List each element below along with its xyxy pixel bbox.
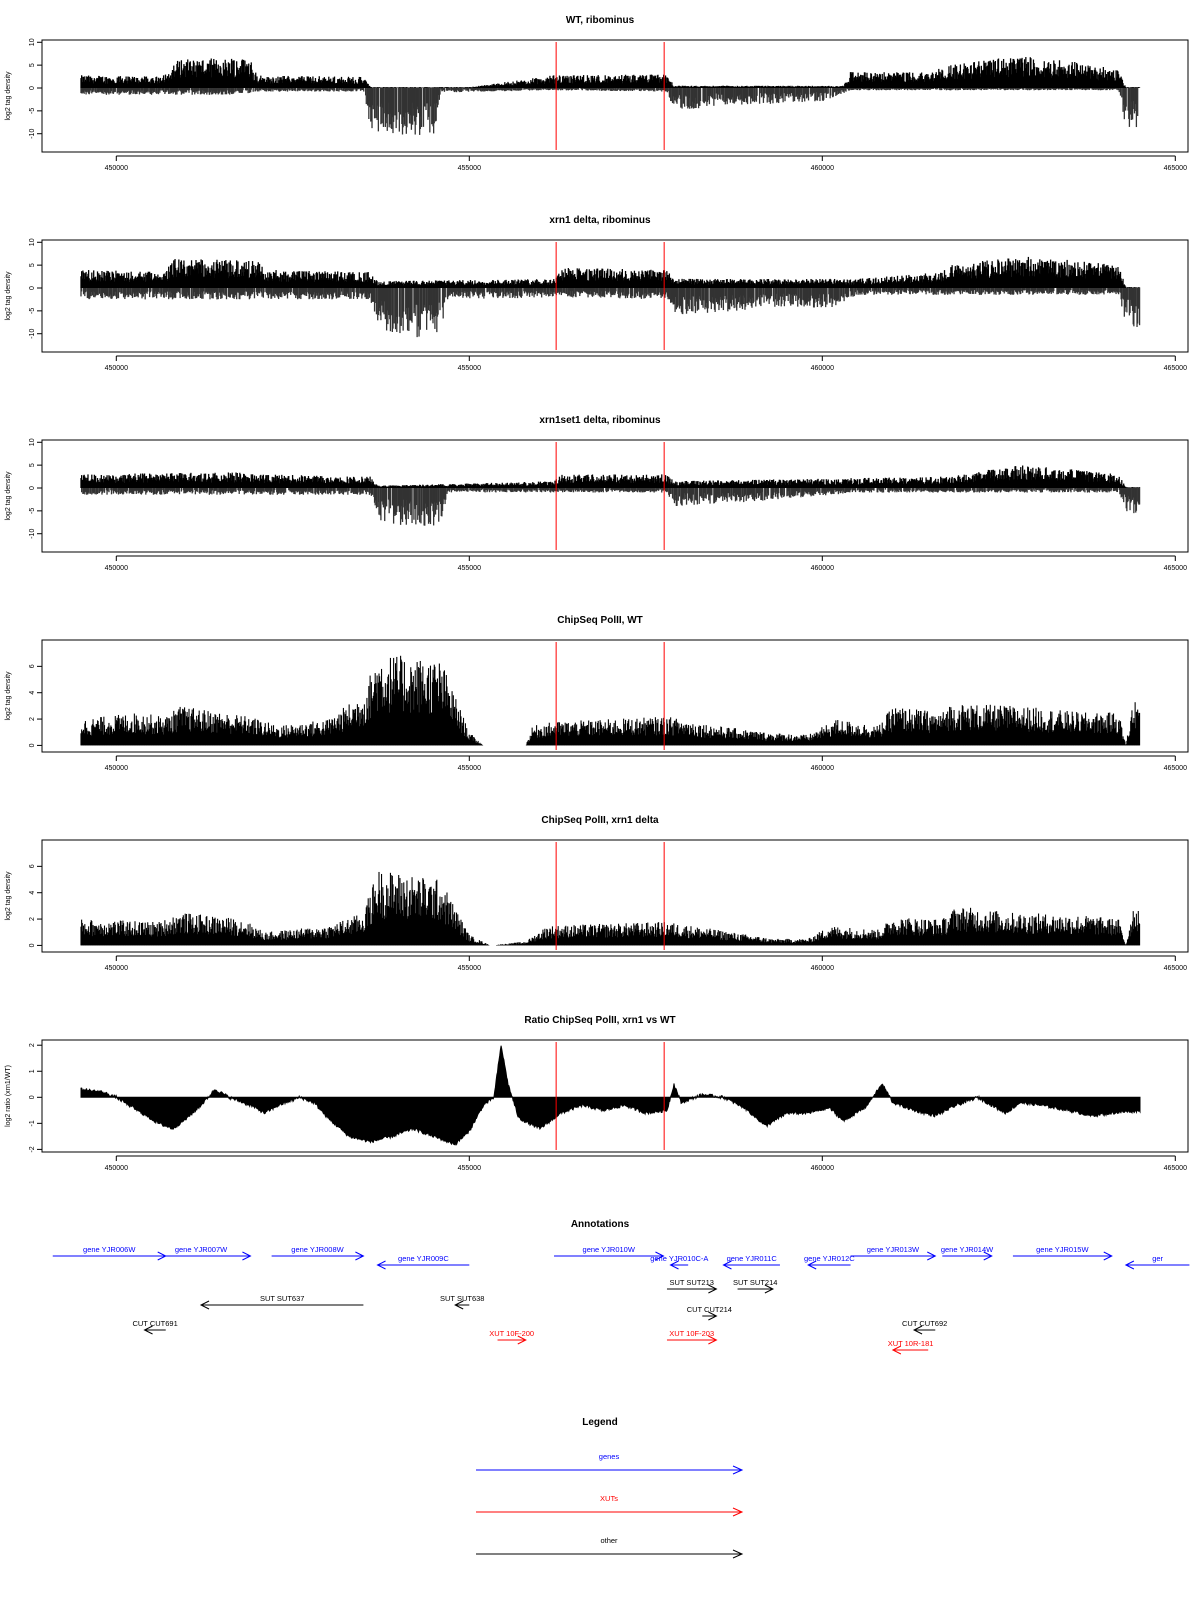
track-panel-xrn1: xrn1 delta, ribominus 10 5 0 -5 -10 log2 tag d…	[5, 215, 1189, 372]
x-tick-label: 460000	[811, 165, 834, 172]
panel-title: WT, ribominus	[566, 15, 635, 26]
x-axis: 450000 455000 460000 465000	[105, 355, 1187, 372]
y-tick-label: 10	[29, 238, 36, 246]
x-tick-label: 450000	[105, 365, 128, 372]
y-tick-label: 0	[29, 86, 36, 90]
y-tick-label: 5	[29, 263, 36, 267]
y-tick-label: -10	[29, 329, 36, 339]
y-axis: 10 5 0 -5 -10	[29, 238, 42, 339]
y-axis-label: log2 tag density	[5, 271, 12, 321]
x-tick-label: 460000	[811, 365, 834, 372]
x-tick-label: 465000	[1164, 365, 1187, 372]
x-axis: 450000 455000 460000 465000	[105, 155, 1187, 172]
y-tick-label: -10	[29, 129, 36, 139]
data-series	[80, 57, 1141, 135]
x-tick-label: 450000	[105, 165, 128, 172]
y-tick-label: 5	[29, 63, 36, 67]
track-panel-wt: WT, ribominus 10 5 0 -5 -10 log2 tag density 45…	[5, 15, 1189, 172]
y-tick-label: 0	[29, 286, 36, 290]
y-axis-label: log2 tag density	[5, 71, 12, 121]
y-tick-label: 10	[29, 38, 36, 46]
plot-frame	[41, 39, 1189, 153]
x-tick-label: 465000	[1164, 165, 1187, 172]
x-tick-label: 455000	[458, 365, 481, 372]
y-axis: 10 5 0 -5 -10	[29, 38, 42, 139]
data-series	[80, 256, 1141, 338]
panel-title: xrn1 delta, ribominus	[549, 215, 651, 226]
plot-frame	[41, 239, 1189, 353]
y-tick-label: -5	[29, 108, 36, 114]
x-tick-label: 455000	[458, 165, 481, 172]
y-tick-label: -5	[29, 308, 36, 314]
track-panels: WT, ribominus 10 5 0 -5 -10 log2 tag density 45…	[5, 15, 1189, 1172]
